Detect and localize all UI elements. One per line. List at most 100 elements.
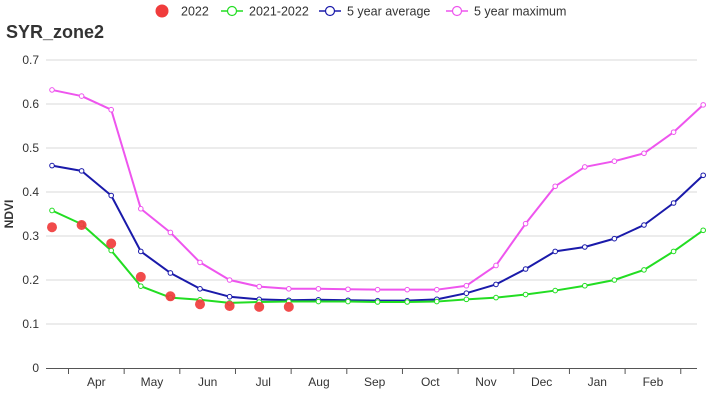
- data-point[interactable]: [226, 277, 233, 283]
- x-tick-label: Oct: [421, 375, 440, 389]
- data-point[interactable]: [374, 286, 381, 293]
- data-point[interactable]: [582, 282, 588, 289]
- legend-label: 2022: [181, 5, 209, 19]
- x-tick-label: Jan: [588, 375, 607, 389]
- x-axis: Apr May Jun Jul Aug Sep Oct Nov Dec Jan Feb: [46, 368, 697, 389]
- data-point[interactable]: [641, 150, 647, 157]
- data-point[interactable]: [256, 283, 263, 290]
- x-tick-label: Dec: [531, 375, 552, 389]
- data-point[interactable]: [522, 291, 529, 298]
- data-point[interactable]: [49, 162, 55, 169]
- data-point[interactable]: [611, 277, 618, 283]
- series-2022[interactable]: [47, 220, 294, 312]
- data-point[interactable]: [138, 283, 144, 289]
- data-point[interactable]: [197, 259, 203, 266]
- data-point[interactable]: [611, 235, 618, 242]
- data-point[interactable]: [78, 93, 85, 99]
- data-point[interactable]: [493, 262, 499, 269]
- legend-item[interactable]: 2022: [155, 4, 209, 19]
- x-tick-label: Sep: [364, 375, 386, 389]
- data-point[interactable]: [522, 266, 529, 272]
- data-point[interactable]: [167, 229, 174, 236]
- data-point[interactable]: [552, 287, 559, 294]
- data-point[interactable]: [345, 298, 351, 305]
- data-point[interactable]: [108, 247, 114, 254]
- data-point[interactable]: [345, 286, 351, 293]
- data-point[interactable]: [463, 282, 470, 289]
- gridlines: [46, 59, 697, 325]
- y-tick-label: 0.3: [22, 229, 39, 243]
- data-point[interactable]: [47, 222, 57, 233]
- data-point[interactable]: [374, 299, 381, 305]
- legend-item[interactable]: 5 year average: [319, 5, 430, 19]
- data-point[interactable]: [108, 192, 114, 199]
- data-point[interactable]: [167, 270, 174, 276]
- legend-marker: [451, 5, 463, 17]
- chart-title: SYR_zone2: [6, 22, 104, 42]
- data-point[interactable]: [165, 291, 176, 302]
- x-tick-label: Feb: [643, 375, 664, 389]
- y-tick-label: 0.4: [22, 185, 39, 199]
- data-point[interactable]: [463, 296, 470, 303]
- data-point[interactable]: [135, 271, 146, 282]
- data-point[interactable]: [315, 286, 322, 292]
- data-point[interactable]: [106, 238, 117, 249]
- x-tick-label: Apr: [87, 375, 106, 389]
- x-tick-label: Nov: [475, 375, 496, 389]
- legend-marker: [155, 4, 169, 18]
- data-point[interactable]: [286, 286, 292, 292]
- data-point[interactable]: [611, 158, 618, 164]
- data-point[interactable]: [670, 129, 677, 135]
- data-point[interactable]: [670, 200, 677, 206]
- data-point[interactable]: [552, 183, 559, 190]
- x-tick-label: Jul: [256, 375, 271, 389]
- data-point[interactable]: [434, 298, 440, 305]
- data-point[interactable]: [49, 207, 55, 214]
- legend-item[interactable]: 2021-2022: [221, 5, 309, 19]
- legend-marker: [324, 5, 336, 17]
- data-point[interactable]: [582, 164, 588, 170]
- x-tick-label: Jun: [198, 375, 217, 389]
- data-point[interactable]: [138, 248, 144, 255]
- y-tick-label: 0: [32, 361, 39, 375]
- data-point[interactable]: [552, 248, 559, 255]
- data-point[interactable]: [493, 294, 499, 301]
- series-5-year-maximum[interactable]: [49, 87, 707, 293]
- y-tick-label: 0.7: [22, 53, 39, 67]
- data-point[interactable]: [582, 244, 588, 250]
- data-point[interactable]: [283, 301, 294, 312]
- data-point[interactable]: [254, 301, 265, 312]
- data-point[interactable]: [138, 205, 144, 212]
- y-tick-label: 0.2: [22, 273, 39, 287]
- data-point[interactable]: [700, 172, 707, 179]
- data-point[interactable]: [108, 106, 114, 113]
- data-point[interactable]: [78, 168, 85, 174]
- data-point[interactable]: [404, 299, 411, 305]
- data-point[interactable]: [224, 300, 235, 311]
- data-point[interactable]: [700, 227, 707, 234]
- legend-marker: [226, 5, 238, 17]
- data-point[interactable]: [404, 286, 411, 293]
- data-point[interactable]: [670, 248, 677, 255]
- data-point[interactable]: [463, 290, 470, 297]
- legend-item[interactable]: 5 year maximum: [446, 5, 566, 19]
- legend[interactable]: 2022 2021-2022 5 year average 5 year maximu…: [155, 4, 567, 19]
- data-point[interactable]: [195, 299, 205, 310]
- data-point[interactable]: [49, 87, 55, 93]
- y-tick-label: 0.6: [22, 97, 39, 111]
- data-point[interactable]: [315, 298, 322, 305]
- data-point[interactable]: [641, 267, 647, 273]
- y-axis-label: NDVI: [2, 200, 16, 229]
- data-point[interactable]: [226, 293, 233, 300]
- data-point[interactable]: [641, 222, 647, 228]
- data-point[interactable]: [700, 102, 707, 108]
- data-point[interactable]: [493, 281, 499, 288]
- series-line: [51, 88, 704, 291]
- data-point[interactable]: [76, 220, 87, 230]
- data-point[interactable]: [434, 286, 440, 293]
- data-point[interactable]: [197, 286, 203, 292]
- data-point[interactable]: [522, 220, 529, 227]
- plot-area: [47, 87, 707, 312]
- y-axis: 0 0.1 0.2 0.3 0.4 0.5 0.6 0.7: [22, 53, 39, 375]
